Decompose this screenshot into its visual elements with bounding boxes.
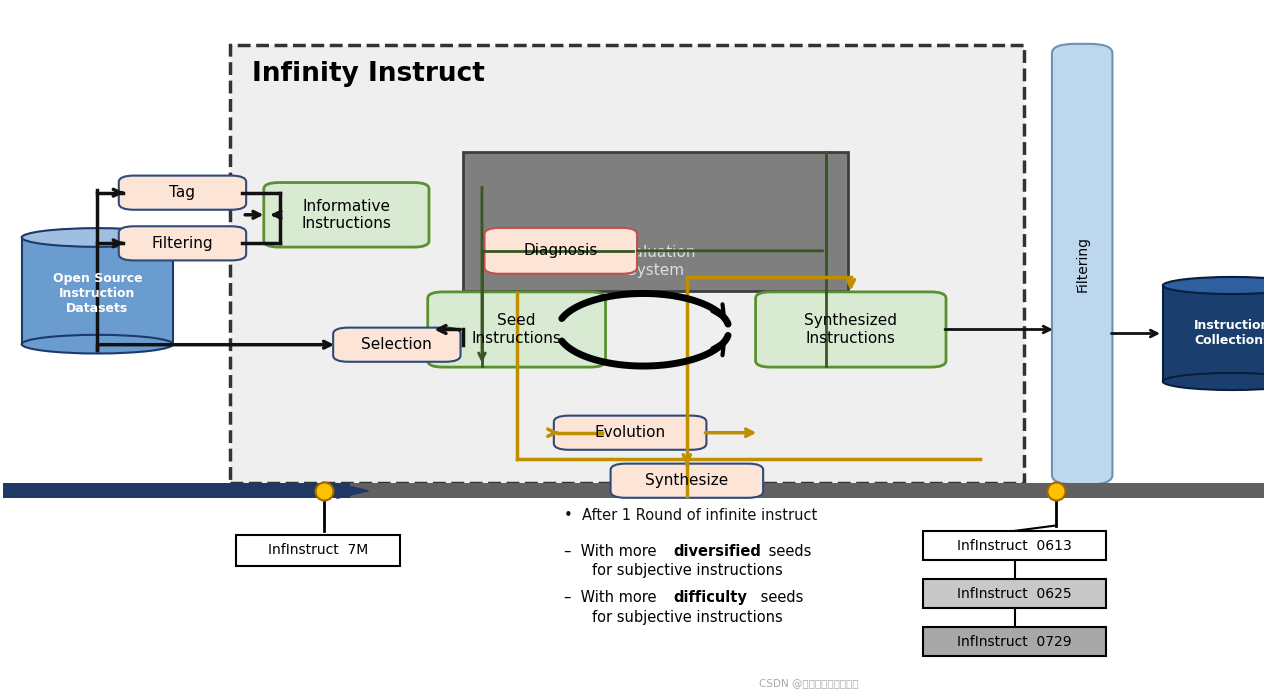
Text: Diagnosis: Diagnosis bbox=[524, 243, 598, 259]
FancyBboxPatch shape bbox=[229, 45, 1024, 483]
Polygon shape bbox=[22, 238, 173, 344]
Text: Tag: Tag bbox=[169, 185, 196, 200]
Text: diversified: diversified bbox=[673, 544, 762, 559]
Text: •  After 1 Round of infinite instruct: • After 1 Round of infinite instruct bbox=[564, 508, 817, 524]
Text: for subjective instructions: for subjective instructions bbox=[591, 563, 782, 578]
Text: Filtering: Filtering bbox=[1075, 236, 1089, 292]
Text: Infinity Instruct: Infinity Instruct bbox=[252, 62, 485, 87]
Text: InfInstruct  0613: InfInstruct 0613 bbox=[957, 538, 1073, 552]
Text: InfInstruct  7M: InfInstruct 7M bbox=[268, 543, 369, 557]
Text: InfInstruct  0625: InfInstruct 0625 bbox=[957, 586, 1073, 600]
Text: difficulty: difficulty bbox=[673, 590, 748, 605]
FancyBboxPatch shape bbox=[1052, 44, 1112, 484]
Text: seeds: seeds bbox=[755, 590, 803, 605]
Text: Seed
Instructions: Seed Instructions bbox=[472, 313, 562, 346]
Text: Synthesized
Instructions: Synthesized Instructions bbox=[804, 313, 897, 346]
FancyBboxPatch shape bbox=[923, 579, 1106, 608]
Text: for subjective instructions: for subjective instructions bbox=[591, 610, 782, 625]
Text: –  With more: – With more bbox=[564, 544, 660, 559]
Polygon shape bbox=[1164, 285, 1280, 382]
Text: Instruction
Collections: Instruction Collections bbox=[1194, 319, 1271, 347]
Text: Filtering: Filtering bbox=[151, 236, 214, 251]
Text: Evaluation
System: Evaluation System bbox=[616, 245, 695, 278]
FancyBboxPatch shape bbox=[484, 228, 637, 274]
Text: Open Source
Instruction
Datasets: Open Source Instruction Datasets bbox=[52, 272, 142, 315]
Text: Synthesize: Synthesize bbox=[645, 473, 728, 488]
Ellipse shape bbox=[22, 228, 173, 247]
FancyBboxPatch shape bbox=[923, 531, 1106, 560]
FancyBboxPatch shape bbox=[463, 152, 847, 291]
Text: InfInstruct  0729: InfInstruct 0729 bbox=[957, 635, 1073, 649]
Text: seeds: seeds bbox=[764, 544, 812, 559]
FancyBboxPatch shape bbox=[236, 535, 399, 565]
Ellipse shape bbox=[1164, 373, 1280, 390]
Polygon shape bbox=[337, 484, 369, 498]
FancyBboxPatch shape bbox=[611, 463, 763, 498]
Text: –  With more: – With more bbox=[564, 590, 660, 605]
FancyBboxPatch shape bbox=[119, 226, 246, 261]
Text: CSDN @智源研究院官方账号: CSDN @智源研究院官方账号 bbox=[759, 678, 859, 688]
Ellipse shape bbox=[1164, 277, 1280, 294]
FancyBboxPatch shape bbox=[119, 175, 246, 210]
Text: Informative
Instructions: Informative Instructions bbox=[302, 199, 392, 231]
FancyBboxPatch shape bbox=[428, 292, 605, 367]
FancyBboxPatch shape bbox=[554, 416, 707, 449]
Text: Evolution: Evolution bbox=[595, 425, 666, 440]
Text: Selection: Selection bbox=[361, 337, 433, 352]
FancyBboxPatch shape bbox=[264, 182, 429, 247]
FancyBboxPatch shape bbox=[755, 292, 946, 367]
Ellipse shape bbox=[22, 335, 173, 354]
FancyBboxPatch shape bbox=[923, 627, 1106, 656]
FancyBboxPatch shape bbox=[333, 328, 461, 362]
